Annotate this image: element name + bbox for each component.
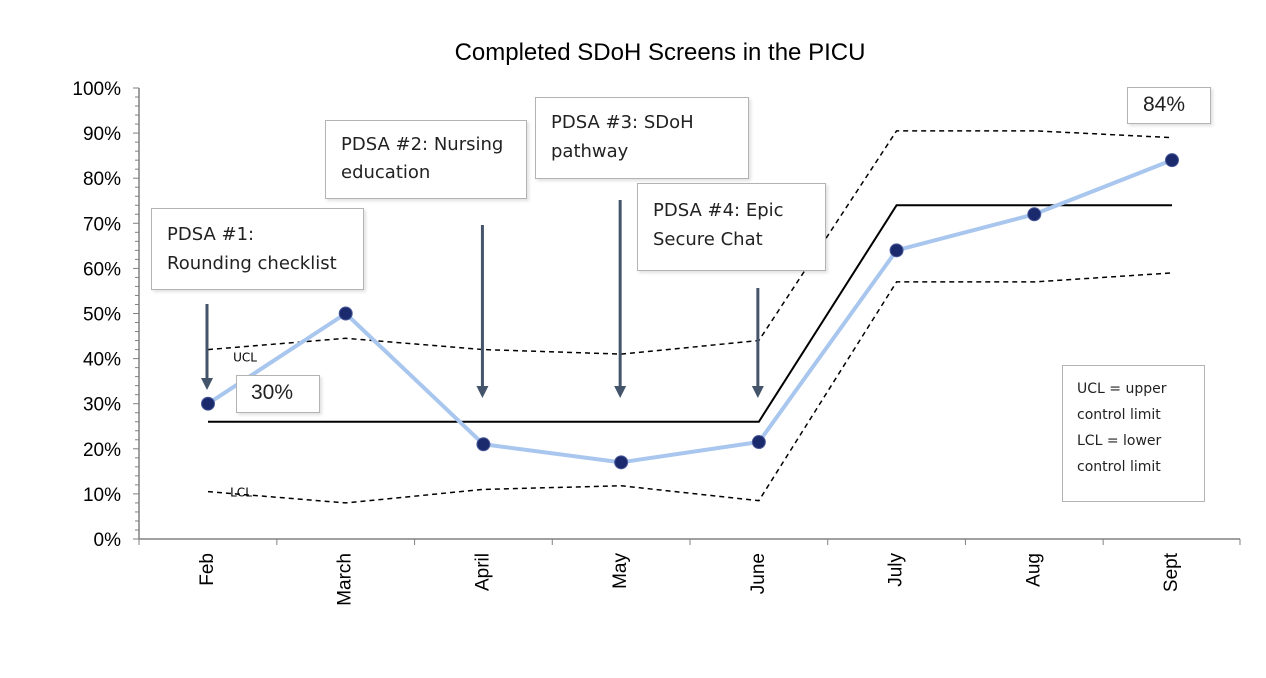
annotation-arrow-head xyxy=(614,386,627,398)
x-tick-label: July xyxy=(886,553,907,587)
y-tick-label: 40% xyxy=(83,350,121,371)
data-point xyxy=(338,306,353,321)
legend-note: UCL = upper control limit LCL = lower co… xyxy=(1062,365,1205,502)
annotation-pdsa-2: PDSA #2: Nursing education xyxy=(325,120,527,199)
x-tick-label: Sept xyxy=(1161,552,1182,592)
y-tick-label: 0% xyxy=(94,530,122,551)
data-label-sept-text: 84% xyxy=(1143,93,1186,116)
annotation-pdsa-2-text: PDSA #2: Nursing education xyxy=(341,134,504,183)
data-point xyxy=(1165,153,1179,168)
y-tick-label: 80% xyxy=(83,169,121,190)
data-point xyxy=(889,243,904,258)
annotation-pdsa-4: PDSA #4: Epic Secure Chat xyxy=(637,183,826,271)
y-tick-label: 100% xyxy=(72,79,121,100)
data-point xyxy=(751,435,766,450)
x-tick-label: Feb xyxy=(197,553,218,586)
annotation-arrow-head xyxy=(201,378,213,390)
annotation-arrow-head xyxy=(751,386,764,398)
x-tick-label: June xyxy=(748,553,769,594)
chart-title: Completed SDoH Screens in the PICU xyxy=(455,39,866,66)
x-tick-label: Aug xyxy=(1023,553,1044,587)
y-tick-label: 50% xyxy=(83,305,121,326)
x-tick-label: May xyxy=(610,553,631,589)
annotation-arrow-head xyxy=(476,386,489,398)
x-tick-label: April xyxy=(472,553,493,591)
line-labels: UCL LCL xyxy=(230,351,257,500)
data-point xyxy=(1027,207,1042,222)
axes: 0% 10% 20% 30% 40% 50% 60% 70% 80% 90% 100% Feb Marc… xyxy=(72,79,1241,606)
data-label-feb-text: 30% xyxy=(251,381,294,404)
annotation-pdsa-3-text: PDSA #3: SDoH pathway xyxy=(551,112,694,162)
data-point xyxy=(476,437,491,452)
legend-note-text: UCL = upper control limit LCL = lower co… xyxy=(1077,381,1167,475)
ucl-label: UCL xyxy=(233,351,257,365)
data-point xyxy=(201,396,215,411)
center-line xyxy=(208,204,1172,423)
x-tick-label: March xyxy=(335,553,356,606)
control-lines xyxy=(207,130,1173,504)
y-tick-label: 10% xyxy=(83,485,121,506)
y-tick-label: 30% xyxy=(83,395,121,416)
data-series xyxy=(201,153,1179,470)
y-tick-label: 60% xyxy=(83,259,121,280)
annotation-pdsa-1: PDSA #1: Rounding checklist xyxy=(151,208,364,290)
series-line xyxy=(206,158,1173,465)
data-label-feb: 30% xyxy=(236,375,320,413)
annotation-pdsa-4-text: PDSA #4: Epic Secure Chat xyxy=(653,200,784,250)
data-label-sept: 84% xyxy=(1127,87,1211,124)
annotation-arrows xyxy=(201,200,764,398)
ucl-line xyxy=(207,130,1173,355)
annotation-pdsa-1-text: PDSA #1: Rounding checklist xyxy=(167,224,337,274)
y-tick-label: 70% xyxy=(83,214,121,235)
annotation-pdsa-3: PDSA #3: SDoH pathway xyxy=(535,97,749,179)
y-tick-label: 20% xyxy=(83,440,121,461)
data-point xyxy=(614,455,629,470)
lcl-line xyxy=(207,272,1173,504)
lcl-label: LCL xyxy=(230,486,252,500)
y-tick-label: 90% xyxy=(83,124,121,145)
